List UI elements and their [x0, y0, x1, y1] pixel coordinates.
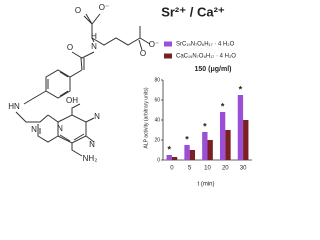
legend-label: CaC₁₉N₇O₆H₁₇ · 4 H₂O	[176, 54, 236, 60]
atom-label: H	[91, 32, 97, 41]
atom-label: OH	[66, 96, 78, 105]
x-tick-label: 10	[204, 166, 211, 172]
atom-label: O	[75, 6, 81, 15]
bar	[202, 132, 208, 160]
bond	[83, 13, 151, 51]
annotation: *	[221, 101, 225, 111]
bar	[225, 130, 231, 160]
atom-label: N	[31, 125, 37, 134]
bar	[171, 157, 178, 160]
bond	[45, 69, 83, 99]
subtitle: 150 (μg/ml)	[195, 66, 232, 73]
atom-label: N	[57, 124, 63, 133]
x-tick-label: 20	[222, 166, 229, 172]
y-tick-label: 60	[154, 97, 160, 103]
atom-label: HN	[8, 102, 20, 111]
bond	[37, 103, 95, 157]
y-tick-label: 20	[154, 137, 160, 143]
bond	[71, 37, 95, 71]
structure	[15, 13, 151, 157]
atom-label: N	[89, 140, 95, 149]
legend-swatch	[164, 53, 172, 59]
annotation: *	[203, 121, 207, 131]
legend-label: SrC₁₉N₇O₆H₁₇ · 4 H₂O	[176, 42, 235, 48]
bar	[189, 150, 196, 160]
annotation: *	[167, 144, 171, 154]
legend-swatch	[164, 41, 172, 47]
annotation: *	[185, 134, 189, 144]
y-tick-label: 40	[154, 117, 160, 123]
bar	[237, 95, 244, 160]
annotation: *	[239, 84, 243, 94]
atom-label: N	[91, 42, 97, 51]
x-axis-label: t (min)	[198, 182, 215, 188]
y-tick-label: 0	[157, 157, 160, 163]
atom-label: N	[94, 112, 100, 121]
bond	[59, 134, 71, 142]
atom-label: O	[67, 43, 73, 52]
atom-label: NH₂	[83, 154, 98, 163]
bar	[219, 112, 226, 160]
bar	[207, 140, 213, 160]
chart-title: Sr²⁺ / Ca²⁺	[161, 4, 225, 19]
bar	[166, 155, 172, 160]
y-tick-label: 80	[154, 77, 160, 83]
atom-label: O⁻	[99, 3, 109, 12]
x-tick-label: 0	[170, 166, 174, 172]
y-axis-label: ALP activity (arbitrary units)	[143, 87, 149, 148]
x-tick-label: 5	[188, 166, 192, 172]
x-tick-label: 30	[240, 166, 247, 172]
bond	[15, 111, 49, 123]
bar	[184, 145, 190, 160]
figure: Sr²⁺ / Ca²⁺ 150 (μg/ml) t (min) ALP acti…	[8, 3, 252, 188]
atom-label: O⁻	[149, 40, 159, 49]
atom-label: O	[140, 49, 146, 58]
bond	[23, 90, 47, 105]
bar	[243, 120, 249, 160]
